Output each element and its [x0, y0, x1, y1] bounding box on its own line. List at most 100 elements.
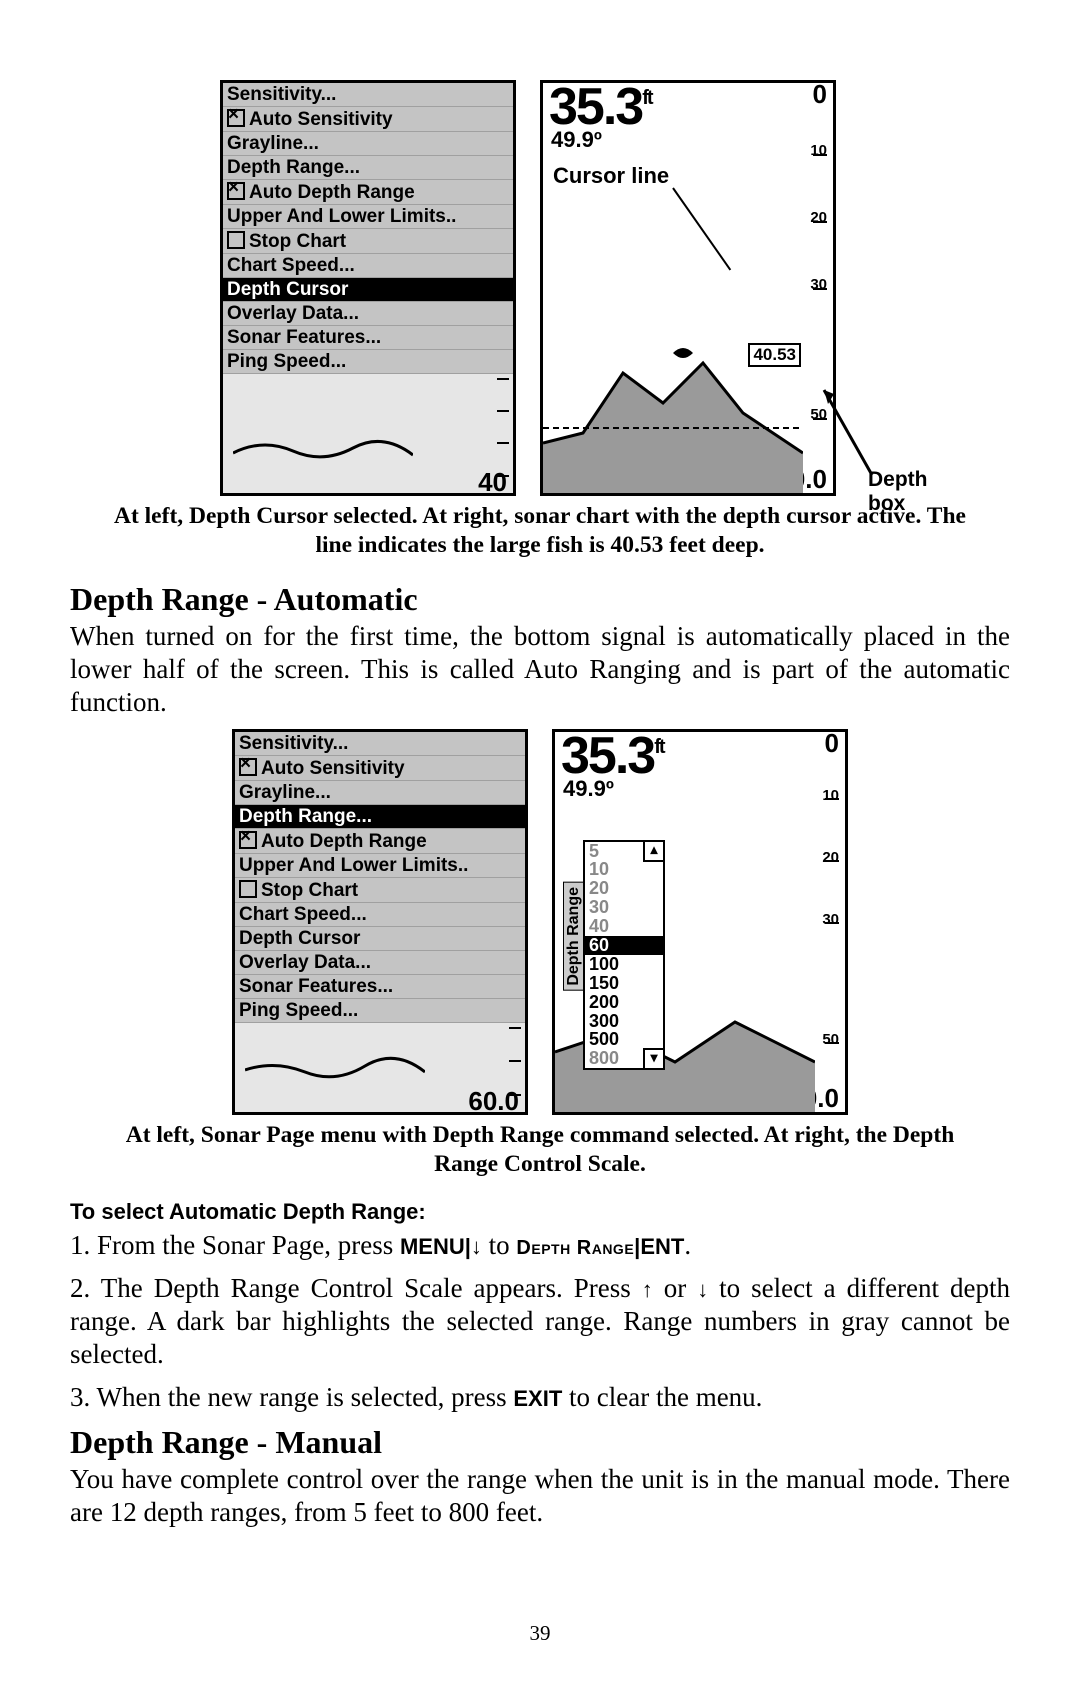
temp-reading-2: 49.9º — [563, 776, 614, 802]
menu-item[interactable]: Ping Speed... — [235, 999, 525, 1023]
para-auto: When turned on for the first time, the b… — [70, 620, 1010, 719]
menu-item[interactable]: Sonar Features... — [235, 975, 525, 999]
checkbox-icon[interactable] — [239, 758, 257, 776]
para-manual: You have complete control over the range… — [70, 1463, 1010, 1529]
menu-item-label: Stop Chart — [249, 231, 346, 252]
scroll-down-icon[interactable]: ▾ — [643, 1048, 665, 1070]
menu-item[interactable]: Depth Range... — [223, 156, 513, 180]
callout-arrow-icon — [812, 380, 882, 480]
range-item[interactable]: 30 — [585, 898, 663, 917]
sonar-chart-2: 35.3ft 49.9º 0 10 20 30 50 60.0 Depth Ra… — [552, 729, 848, 1115]
menu-item-label: Ping Speed... — [239, 1000, 358, 1021]
terrain-icon — [543, 313, 803, 493]
depth-range-scale[interactable]: ▴ ▾ 51020304060100150200300500800 — [583, 840, 665, 1071]
menu-list-2: Sensitivity... Auto Sensitivity Grayline..… — [235, 732, 525, 1023]
menu-item[interactable]: Auto Sensitivity — [235, 756, 525, 781]
menu-item-label: Chart Speed... — [227, 255, 355, 276]
menu-item[interactable]: Auto Sensitivity — [223, 107, 513, 132]
menu-item[interactable]: Auto Depth Range — [235, 829, 525, 854]
menu-item[interactable]: Depth Cursor — [235, 927, 525, 951]
menu-item-label: Auto Depth Range — [249, 182, 415, 203]
checkbox-icon[interactable] — [227, 231, 245, 249]
checkbox-icon[interactable] — [227, 182, 245, 200]
manual-page: Sensitivity... Auto Sensitivity Grayline..… — [0, 0, 1080, 1682]
menu-item[interactable]: Sensitivity... — [235, 732, 525, 756]
depth-range-vertical-label: Depth Range — [563, 882, 585, 991]
menu-item[interactable]: Upper And Lower Limits.. — [235, 854, 525, 878]
range-item[interactable]: 500 — [585, 1030, 663, 1049]
sonar-trace-icon — [233, 433, 413, 463]
menu-item-label: Depth Range... — [239, 806, 372, 827]
menu-item-label: Auto Sensitivity — [249, 109, 393, 130]
temp-reading: 49.9º — [551, 127, 602, 153]
menu-item[interactable]: Auto Depth Range — [223, 180, 513, 205]
checkbox-icon[interactable] — [239, 880, 257, 898]
menu-item-label: Upper And Lower Limits.. — [239, 855, 468, 876]
menu-item-label: Ping Speed... — [227, 351, 346, 372]
depth-box-badge: 40.53 — [748, 343, 801, 367]
depth-ruler-2: 10 20 30 50 — [825, 740, 839, 1104]
menu-item-label: Auto Depth Range — [261, 831, 427, 852]
menu-item[interactable]: Sensitivity... — [223, 83, 513, 107]
menu-item[interactable]: Sonar Features... — [223, 326, 513, 350]
menu-item[interactable]: Ping Speed... — [223, 350, 513, 374]
menu-item-label: Stop Chart — [261, 880, 358, 901]
checkbox-icon[interactable] — [227, 109, 245, 127]
menu-list-1: Sensitivity... Auto Sensitivity Grayline..… — [223, 83, 513, 374]
menu-item-label: Auto Sensitivity — [261, 758, 405, 779]
figure-1-caption: At left, Depth Cursor selected. At right… — [100, 502, 980, 561]
range-item[interactable]: 40 — [585, 917, 663, 936]
checkbox-icon[interactable] — [239, 831, 257, 849]
menu-item-label: Sonar Features... — [239, 976, 393, 997]
figure-2: Sensitivity... Auto Sensitivity Grayline..… — [70, 729, 1010, 1115]
figure-1: Sensitivity... Auto Sensitivity Grayline..… — [70, 80, 1010, 496]
menu-item-label: Upper And Lower Limits.. — [227, 206, 456, 227]
range-item[interactable]: 300 — [585, 1012, 663, 1031]
cursor-arrow-icon — [672, 187, 731, 270]
step-1: 1. From the Sonar Page, press MENU|↓ to … — [70, 1229, 1010, 1262]
menu-item-label: Overlay Data... — [239, 952, 371, 973]
menu-item-label: Overlay Data... — [227, 303, 359, 324]
range-item[interactable]: 10 — [585, 860, 663, 879]
menu-item-label: Grayline... — [239, 782, 331, 803]
cursor-line-label: Cursor line — [553, 163, 669, 189]
menu-item-label: Sonar Features... — [227, 327, 381, 348]
menu-item[interactable]: Depth Range... — [235, 805, 525, 829]
menu-bottom-area-2: 60.0 — [235, 1023, 525, 1112]
instructions-subheading: To select Automatic Depth Range: — [70, 1199, 1010, 1225]
menu-item[interactable]: Grayline... — [235, 781, 525, 805]
range-item[interactable]: 20 — [585, 879, 663, 898]
menu-item[interactable]: Depth Cursor — [223, 278, 513, 302]
range-item[interactable]: 100 — [585, 955, 663, 974]
menu-item-label: Depth Cursor — [227, 279, 348, 300]
menu-item[interactable]: Chart Speed... — [235, 903, 525, 927]
sonar-menu-2: Sensitivity... Auto Sensitivity Grayline..… — [232, 729, 528, 1115]
menu-item[interactable]: Grayline... — [223, 132, 513, 156]
scroll-up-icon[interactable]: ▴ — [643, 840, 665, 862]
range-item[interactable]: 60 — [585, 936, 663, 955]
menu-item[interactable]: Overlay Data... — [223, 302, 513, 326]
range-item[interactable]: 200 — [585, 993, 663, 1012]
step-2: 2. The Depth Range Control Scale appears… — [70, 1272, 1010, 1371]
heading-auto: Depth Range - Automatic — [70, 581, 1010, 618]
menu-bottom-number: 40 — [478, 469, 507, 493]
sonar-chart-1: 35.3ft 49.9º Cursor line 0 10 20 30 50 6… — [540, 80, 836, 496]
depth-box-callout-label: Depth box — [868, 468, 928, 516]
sonar-menu-1: Sensitivity... Auto Sensitivity Grayline..… — [220, 80, 516, 496]
menu-item[interactable]: Stop Chart — [223, 229, 513, 254]
menu-bottom-number-2: 60.0 — [468, 1088, 519, 1112]
menu-item-label: Depth Cursor — [239, 928, 360, 949]
menu-item[interactable]: Upper And Lower Limits.. — [223, 205, 513, 229]
menu-item-label: Grayline... — [227, 133, 319, 154]
heading-manual: Depth Range - Manual — [70, 1424, 1010, 1461]
menu-item[interactable]: Stop Chart — [235, 878, 525, 903]
menu-item[interactable]: Overlay Data... — [235, 951, 525, 975]
menu-bottom-area: 40 — [223, 374, 513, 493]
menu-item[interactable]: Chart Speed... — [223, 254, 513, 278]
range-item[interactable]: 150 — [585, 974, 663, 993]
menu-item-label: Chart Speed... — [239, 904, 367, 925]
menu-item-label: Sensitivity... — [227, 84, 336, 105]
menu-item-label: Sensitivity... — [239, 733, 348, 754]
sonar-trace-icon — [245, 1052, 425, 1082]
page-number: 39 — [0, 1621, 1080, 1646]
